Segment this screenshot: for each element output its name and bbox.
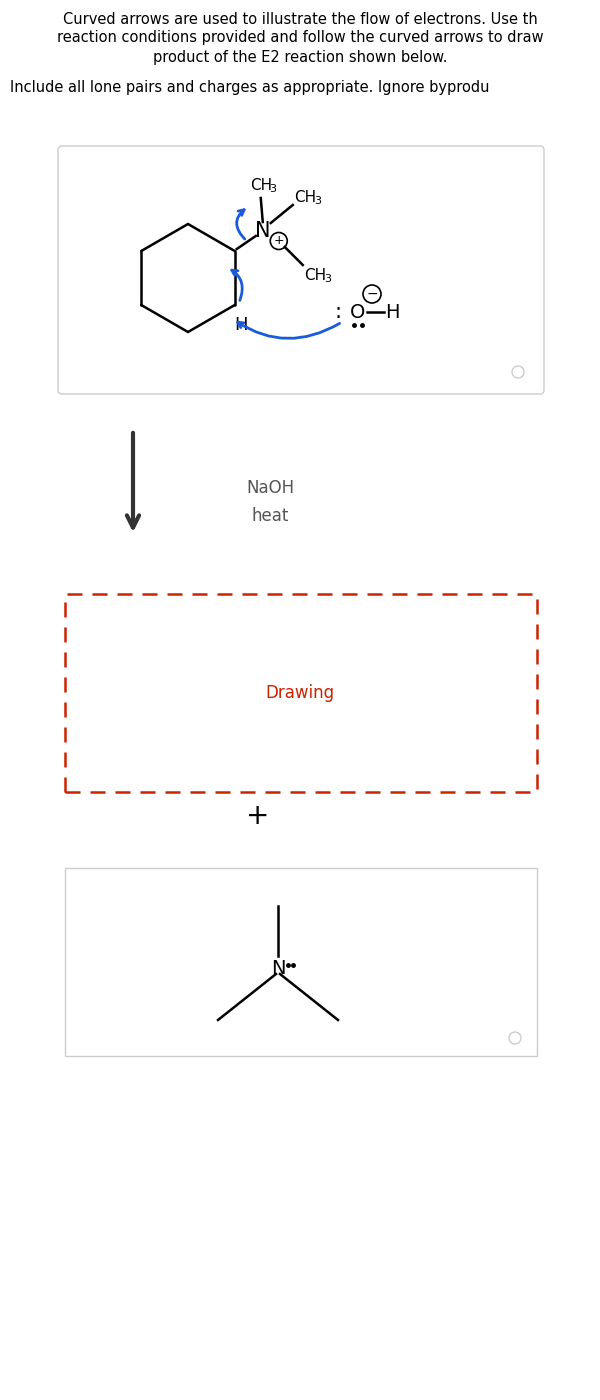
Bar <box>65 868 537 1056</box>
Text: NaOH: NaOH <box>246 479 294 497</box>
Text: +: + <box>274 234 284 248</box>
Text: N: N <box>271 959 285 977</box>
Text: Curved arrows are used to illustrate the flow of electrons. Use th: Curved arrows are used to illustrate the… <box>62 13 538 27</box>
Bar <box>65 594 537 792</box>
Text: CH: CH <box>250 178 272 192</box>
Text: heat: heat <box>251 507 289 525</box>
Text: 3: 3 <box>269 183 276 195</box>
Text: H: H <box>234 316 248 335</box>
Text: N: N <box>255 221 271 241</box>
Text: O: O <box>350 302 365 322</box>
Text: reaction conditions provided and follow the curved arrows to draw: reaction conditions provided and follow … <box>56 29 544 45</box>
Text: 3: 3 <box>324 274 331 284</box>
Text: product of the E2 reaction shown below.: product of the E2 reaction shown below. <box>153 50 447 64</box>
Text: Drawing: Drawing <box>265 685 335 701</box>
Text: Include all lone pairs and charges as appropriate. Ignore byprodu: Include all lone pairs and charges as ap… <box>10 80 490 95</box>
Text: 3: 3 <box>314 196 321 206</box>
Text: −: − <box>366 287 378 301</box>
FancyBboxPatch shape <box>58 146 544 393</box>
Text: CH: CH <box>304 267 326 283</box>
Text: CH: CH <box>294 189 316 204</box>
Text: H: H <box>385 302 399 322</box>
Text: +: + <box>247 802 269 830</box>
Text: :: : <box>335 302 341 322</box>
